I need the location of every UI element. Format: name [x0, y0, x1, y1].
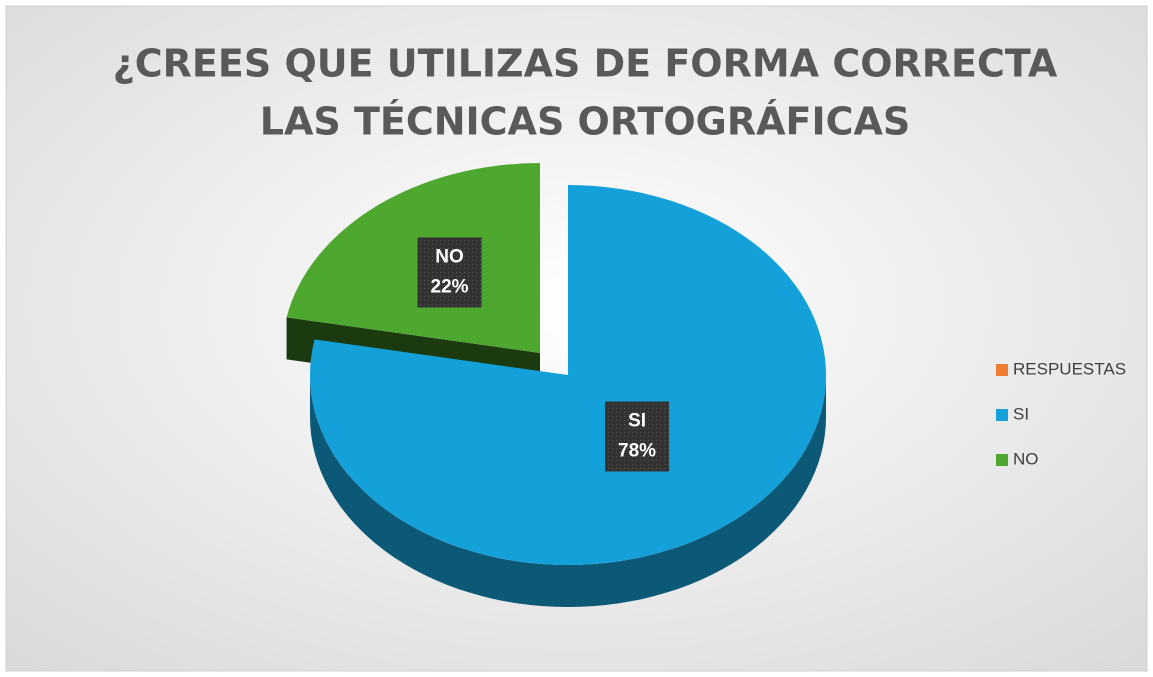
legend-swatch: [996, 409, 1008, 421]
legend-label: SI: [1013, 404, 1029, 423]
data-label-value: 78%: [618, 441, 656, 462]
legend-swatch: [996, 454, 1008, 466]
data-label-category: SI: [628, 411, 646, 432]
chart-title: LAS TÉCNICAS ORTOGRÁFICAS: [260, 100, 911, 144]
data-label-box: [417, 237, 482, 308]
chart-title: ¿CREES QUE UTILIZAS DE FORMA CORRECTA: [113, 42, 1058, 86]
legend-swatch: [996, 364, 1008, 376]
data-label-category: NO: [435, 246, 464, 267]
pie-slice: [309, 185, 826, 565]
data-label-box: [605, 401, 670, 472]
legend-label: RESPUESTAS: [1013, 359, 1126, 378]
pie-slice-side: [310, 375, 826, 607]
legend-label: NO: [1013, 449, 1039, 468]
data-label-value: 22%: [431, 276, 469, 297]
